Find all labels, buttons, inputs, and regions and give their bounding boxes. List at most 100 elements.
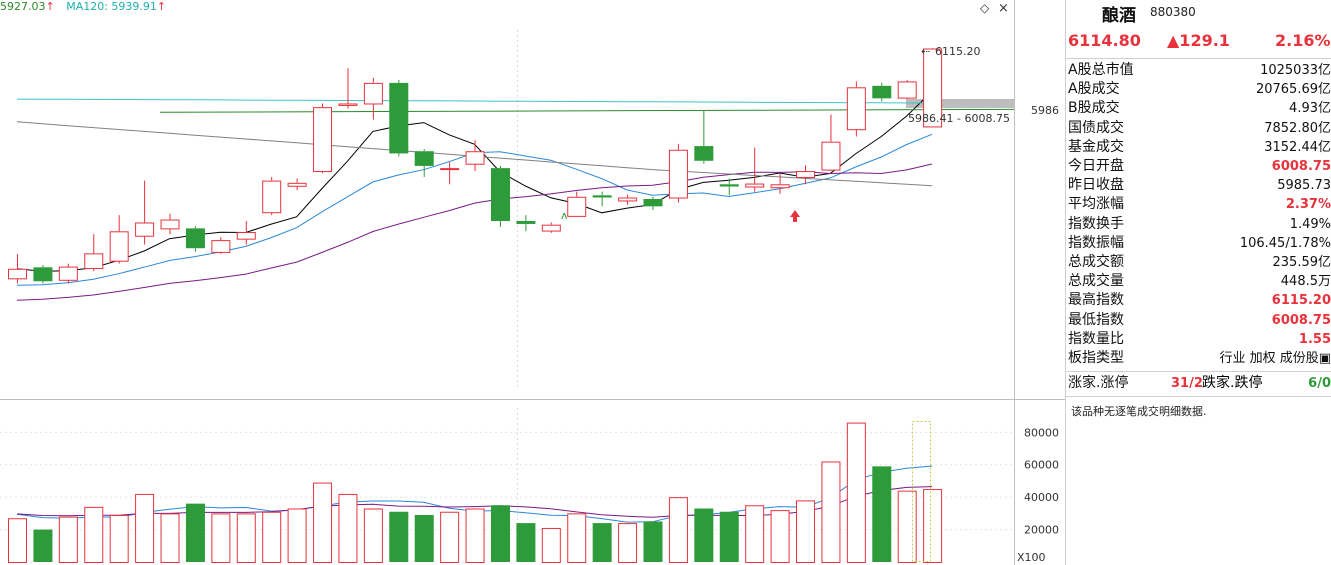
candle-body (770, 184, 790, 189)
volume-bar (414, 514, 434, 562)
quote-row-label: A股总市值 (1068, 62, 1134, 78)
volume-bar (338, 493, 358, 564)
volume-bar (135, 493, 155, 564)
ma20-line (16, 163, 933, 301)
candle-body (694, 146, 714, 161)
divider (1066, 396, 1331, 397)
candle-body (668, 149, 688, 199)
quote-row-value: 行业 加权 成份股▣ (1219, 351, 1331, 366)
quote-row-value: 6115.20 (1271, 293, 1331, 309)
candle-body (923, 48, 943, 128)
volume-bar (719, 511, 739, 562)
quote-row: 平均涨幅 2.37% (1066, 195, 1331, 214)
candle-body (719, 184, 739, 187)
quote-row: 基金成交 3152.44亿 (1066, 138, 1331, 157)
volume-bar (567, 513, 587, 563)
volume-bar (185, 503, 205, 562)
volume-highlight-box (912, 421, 931, 562)
volume-bar (668, 497, 688, 563)
high-value-label: 6115.20 (935, 45, 981, 58)
quote-row-label: 昨日收盘 (1068, 177, 1124, 194)
candle-body (465, 151, 485, 165)
percent-change: 2.16% (1275, 31, 1331, 50)
candle-body (236, 232, 256, 240)
volume-bar (592, 523, 612, 562)
quote-row-label: 今日开盘 (1068, 158, 1124, 174)
volume-bar (109, 514, 129, 564)
quote-row-value: 20765.69亿 (1255, 82, 1331, 98)
candle-body (185, 228, 205, 249)
price-change: ▲129.1 (1167, 31, 1230, 50)
quote-row: 总成交额 235.59亿 (1066, 253, 1331, 272)
no-tick-data-note: 该品种无逐笔成交明细数据. (1071, 405, 1207, 418)
ma120-value: MA120: 5939.91↑ (66, 0, 167, 13)
candle-body (135, 222, 155, 237)
quote-row: A股成交 20765.69亿 (1066, 80, 1331, 99)
volume-bar (770, 510, 790, 563)
quote-row-value: 6008.75 (1271, 159, 1331, 174)
candle-body (262, 180, 282, 214)
quote-row: B股成交 4.93亿 (1066, 99, 1331, 118)
volume-tick-label: 20000 (1024, 524, 1059, 537)
quote-row-label: 最高指数 (1068, 292, 1124, 309)
candle-body (440, 168, 460, 171)
quote-row-label: 最低指数 (1068, 311, 1124, 328)
candle-body (490, 168, 510, 222)
quote-row: 今日开盘 6008.75 (1066, 157, 1331, 176)
close-icon[interactable]: × (998, 1, 1009, 16)
volume-multiplier: X100 (1017, 551, 1046, 564)
volume-bar (745, 505, 765, 563)
candle-body (618, 197, 638, 202)
quote-row: A股总市值 1025033亿 (1066, 61, 1331, 80)
volume-bar (923, 489, 943, 564)
ma-legend: 5927.03↑ MA120: 5939.91↑ (0, 0, 174, 14)
volume-bar (490, 505, 510, 562)
volume-bar (33, 529, 53, 562)
volume-bar (389, 511, 409, 562)
quote-row-label: 基金成交 (1068, 138, 1124, 155)
quote-row: 最高指数 6115.20 (1066, 291, 1331, 310)
candle-body (567, 196, 587, 217)
quote-row-label: 指数振幅 (1068, 234, 1124, 251)
quote-row-label: 指数换手 (1068, 215, 1124, 232)
volume-tick-label: 40000 (1024, 491, 1059, 504)
range-label: 5986.41 - 6008.75 (908, 112, 1010, 125)
quote-row-value: 2.37% (1285, 197, 1331, 213)
volume-bar (287, 508, 307, 563)
quote-row: 指数换手 1.49% (1066, 215, 1331, 234)
quote-row: 昨日收盘 5985.73 (1066, 176, 1331, 195)
current-price: 6114.80 (1068, 31, 1141, 50)
diamond-icon[interactable]: ◇ (980, 1, 990, 15)
volume-bar (516, 523, 536, 562)
volume-bar (160, 513, 180, 563)
divider (1066, 58, 1331, 59)
volume-bar (541, 527, 561, 563)
down-count-label: 跌家.跌停 (1202, 375, 1263, 391)
candle-body (389, 82, 409, 154)
volume-bar (236, 513, 256, 563)
quote-row-label: 板指类型 (1068, 350, 1124, 366)
volume-bar (58, 516, 78, 564)
volume-bar (84, 506, 104, 564)
quote-row-value: 6008.75 (1271, 312, 1331, 328)
quote-row[interactable]: 板指类型 行业 加权 成份股▣ (1066, 349, 1331, 368)
quote-row-value: 3152.44亿 (1264, 139, 1331, 155)
divider (1066, 371, 1331, 372)
volume-bar (8, 518, 27, 563)
ma120-line (16, 98, 933, 104)
volume-bar (262, 511, 282, 564)
candle-body (338, 103, 358, 106)
candle-body (592, 195, 612, 198)
quote-row-label: 总成交额 (1068, 254, 1124, 270)
volume-bar (643, 521, 663, 562)
quote-row-value: 5985.73 (1277, 178, 1331, 194)
quote-row-value: 7852.80亿 (1264, 120, 1331, 136)
quote-row-value: 448.5万 (1280, 274, 1331, 290)
up-count-value: 31/2 (1171, 376, 1203, 391)
quote-row-label: 国债成交 (1068, 119, 1124, 136)
candle-body (516, 221, 536, 224)
candle-body (363, 82, 383, 105)
candle-body (414, 151, 434, 166)
candle-body (643, 198, 663, 207)
